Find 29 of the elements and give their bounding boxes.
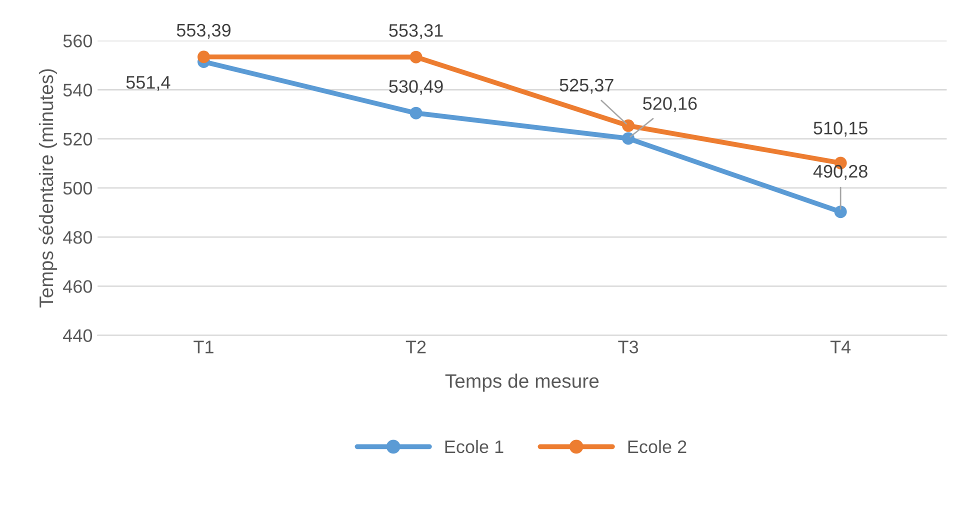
data-label: 553,31: [389, 24, 443, 39]
point: [834, 206, 847, 218]
y-tick-label: 560: [63, 34, 92, 48]
y-tick-label: 480: [63, 231, 92, 244]
y-tick-label: 460: [63, 280, 92, 293]
legend-label: Ecole 1: [445, 440, 504, 454]
point: [622, 119, 635, 132]
data-label: 530,49: [389, 80, 443, 95]
data-label: 510,15: [814, 122, 868, 137]
x-tick-label: T4: [830, 340, 851, 354]
x-axis-title: Temps de mesure: [445, 374, 599, 392]
x-tick-label: T3: [618, 340, 638, 354]
y-tick-label: 540: [63, 84, 92, 96]
data-label: 525,37: [560, 78, 614, 94]
point: [622, 132, 635, 145]
data-label: 520,16: [643, 97, 697, 112]
y-tick-label: 500: [63, 182, 92, 195]
data-label: 551,4: [126, 76, 170, 91]
y-axis-title: Temps sédentaire (minutes): [38, 69, 58, 308]
y-tick-label: 440: [63, 329, 92, 342]
y-tick-label: 520: [63, 132, 92, 146]
point: [410, 106, 422, 120]
legend-label: Ecole 2: [628, 440, 686, 454]
data-label: 553,39: [176, 24, 230, 39]
x-tick-label: T2: [406, 340, 426, 354]
point: [197, 50, 210, 64]
point: [410, 50, 422, 64]
data-label: 490,28: [813, 164, 868, 180]
x-tick-label: T1: [194, 340, 214, 354]
